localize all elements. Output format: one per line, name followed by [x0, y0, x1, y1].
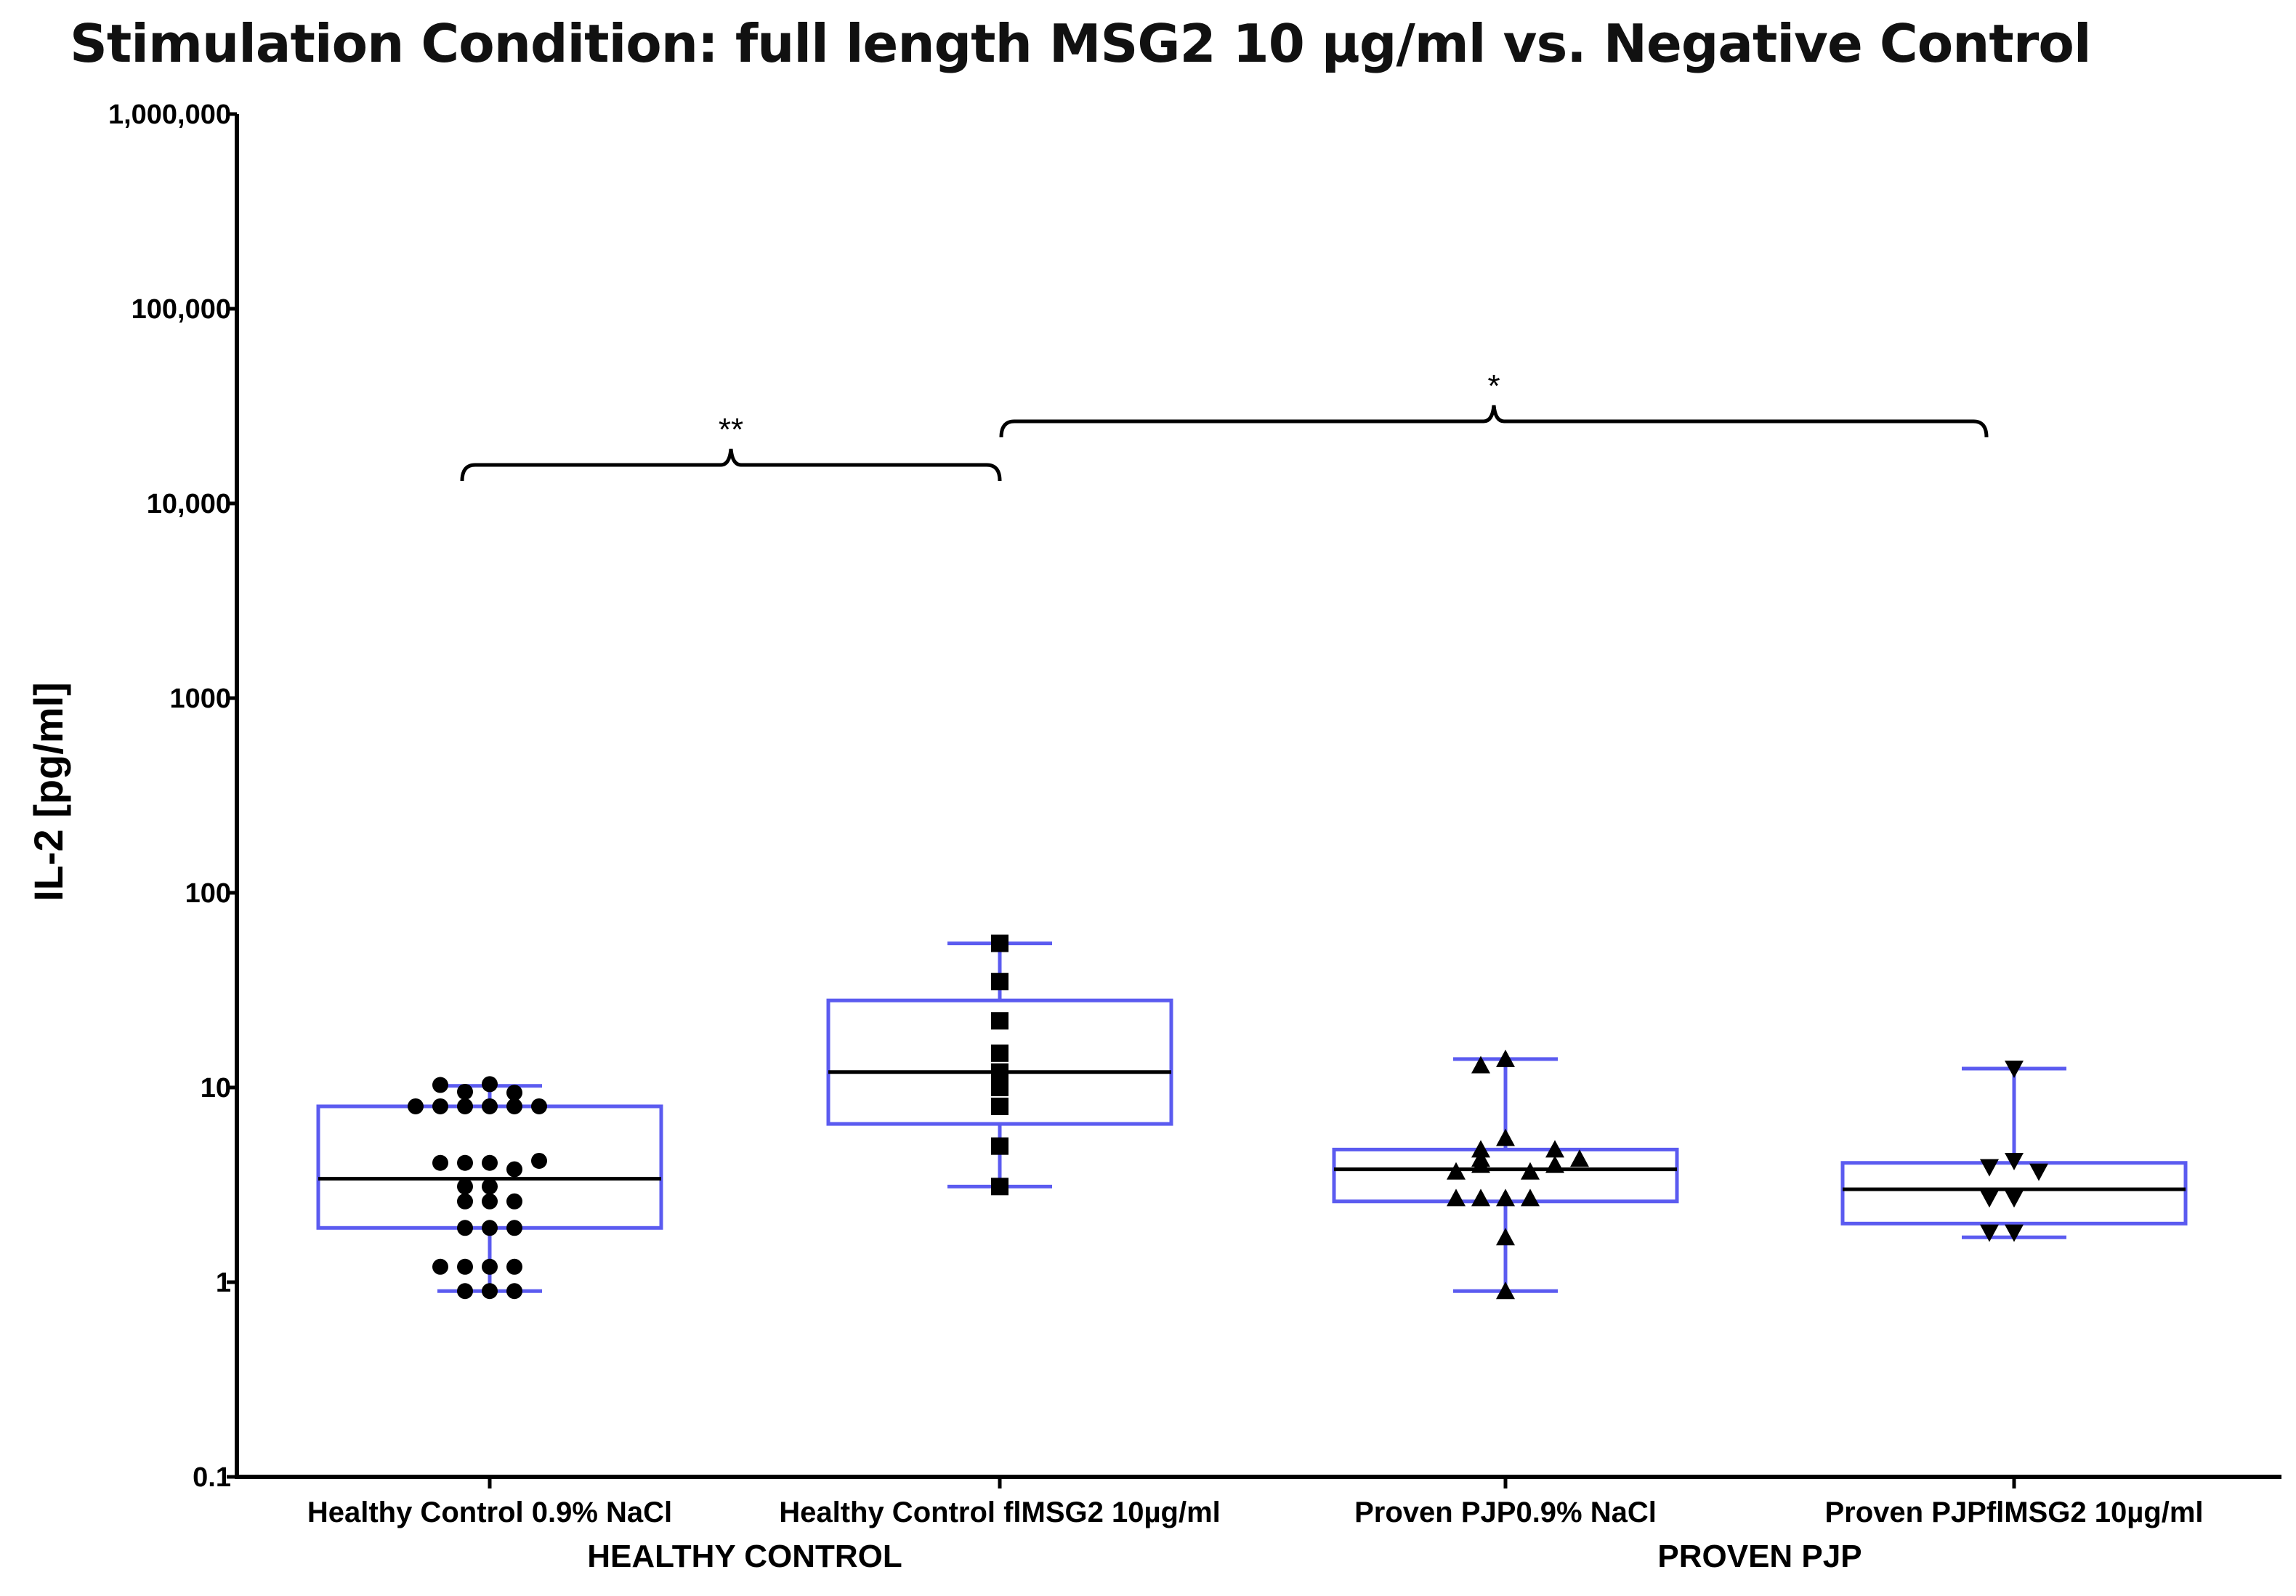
data-point [482, 1178, 498, 1195]
data-point [506, 1220, 522, 1236]
data-point [457, 1283, 473, 1300]
data-point [1980, 1190, 1999, 1208]
data-point [1496, 1049, 1515, 1067]
data-point [1496, 1228, 1515, 1246]
data-point [432, 1077, 448, 1093]
data-point [408, 1098, 424, 1114]
data-point [457, 1154, 473, 1171]
data-point [482, 1258, 498, 1275]
box-iqr [826, 998, 1173, 1126]
y-tick-label: 1 [216, 1268, 231, 1298]
data-point [457, 1178, 473, 1195]
data-point [2005, 1061, 2024, 1079]
x-category-label: Proven PJPflMSG2 10µg/ml [1825, 1496, 2204, 1528]
x-group-label: HEALTHY CONTROL [587, 1539, 902, 1574]
data-point [1545, 1140, 1564, 1158]
chart-title: Stimulation Condition: full length MSG2 … [70, 13, 2092, 74]
data-point [991, 1063, 1008, 1081]
data-point [457, 1083, 473, 1100]
x-category-label: Healthy Control 0.9% NaCl [307, 1496, 672, 1528]
y-tick-label: 0.1 [193, 1462, 231, 1493]
data-point [1521, 1188, 1540, 1207]
data-point [506, 1161, 522, 1178]
data-point [506, 1283, 522, 1300]
data-point [432, 1098, 448, 1114]
data-point [1447, 1188, 1466, 1207]
data-point [2005, 1224, 2024, 1242]
data-point [531, 1152, 547, 1169]
data-point [482, 1076, 498, 1093]
data-point [531, 1098, 547, 1114]
data-point [991, 1137, 1008, 1155]
data-point [2005, 1152, 2024, 1170]
data-point [1471, 1056, 1490, 1074]
data-point [1521, 1162, 1540, 1180]
data-point [1471, 1140, 1490, 1158]
data-point [2029, 1163, 2048, 1181]
y-axis: 0.1 1 10 100 1000 10,000 100,000 1,000,000 [108, 100, 239, 1493]
data-point [482, 1098, 498, 1114]
x-category-label: Healthy Control flMSG2 10µg/ml [779, 1496, 1221, 1528]
data-point [1980, 1159, 1999, 1177]
data-point [1496, 1128, 1515, 1146]
box-plots [316, 941, 2188, 1293]
y-axis-title: IL-2 [pg/ml] [25, 682, 71, 902]
data-point [432, 1258, 448, 1275]
x-category-label: Proven PJP0.9% NaCl [1354, 1496, 1657, 1528]
data-point [991, 1044, 1008, 1062]
data-point [457, 1193, 473, 1210]
significance-label: * [1487, 368, 1500, 404]
significance-bracket [460, 448, 1002, 482]
data-point [1545, 1155, 1564, 1173]
y-tick-label: 10 [201, 1073, 231, 1103]
data-point [991, 973, 1008, 991]
data-point [482, 1220, 498, 1236]
data-point [991, 934, 1008, 952]
significance-bracket [999, 405, 1989, 438]
data-point [506, 1258, 522, 1275]
data-point [1980, 1224, 1999, 1242]
data-point [482, 1154, 498, 1171]
y-tick-label: 10,000 [147, 489, 231, 519]
data-point [991, 1079, 1008, 1096]
data-point [991, 1178, 1008, 1196]
data-point [457, 1220, 473, 1236]
x-group-label: PROVEN PJP [1657, 1539, 1862, 1574]
data-point [1496, 1281, 1515, 1300]
significance-label: ** [719, 412, 743, 447]
y-tick-label: 1,000,000 [108, 100, 231, 130]
y-tick-label: 1000 [169, 684, 231, 714]
data-point [1471, 1188, 1490, 1207]
data-point [1447, 1162, 1466, 1180]
x-axis: Healthy Control 0.9% NaCl Healthy Control… [235, 1475, 2281, 1574]
data-point [1570, 1149, 1589, 1167]
data-point [432, 1154, 448, 1171]
y-tick-label: 100,000 [132, 294, 231, 325]
y-tick-label: 100 [185, 878, 231, 909]
data-point [457, 1258, 473, 1275]
data-point [506, 1085, 522, 1101]
data-point [482, 1283, 498, 1300]
data-point [506, 1193, 522, 1210]
significance-annotations: *** [460, 368, 1989, 482]
data-point [482, 1193, 498, 1210]
data-point [1471, 1155, 1490, 1173]
data-point [991, 1097, 1008, 1115]
data-points [408, 934, 2048, 1300]
data-point [2005, 1190, 2024, 1208]
data-point [1496, 1188, 1515, 1207]
data-point [506, 1098, 522, 1114]
data-point [991, 1012, 1008, 1030]
data-point [457, 1098, 473, 1114]
